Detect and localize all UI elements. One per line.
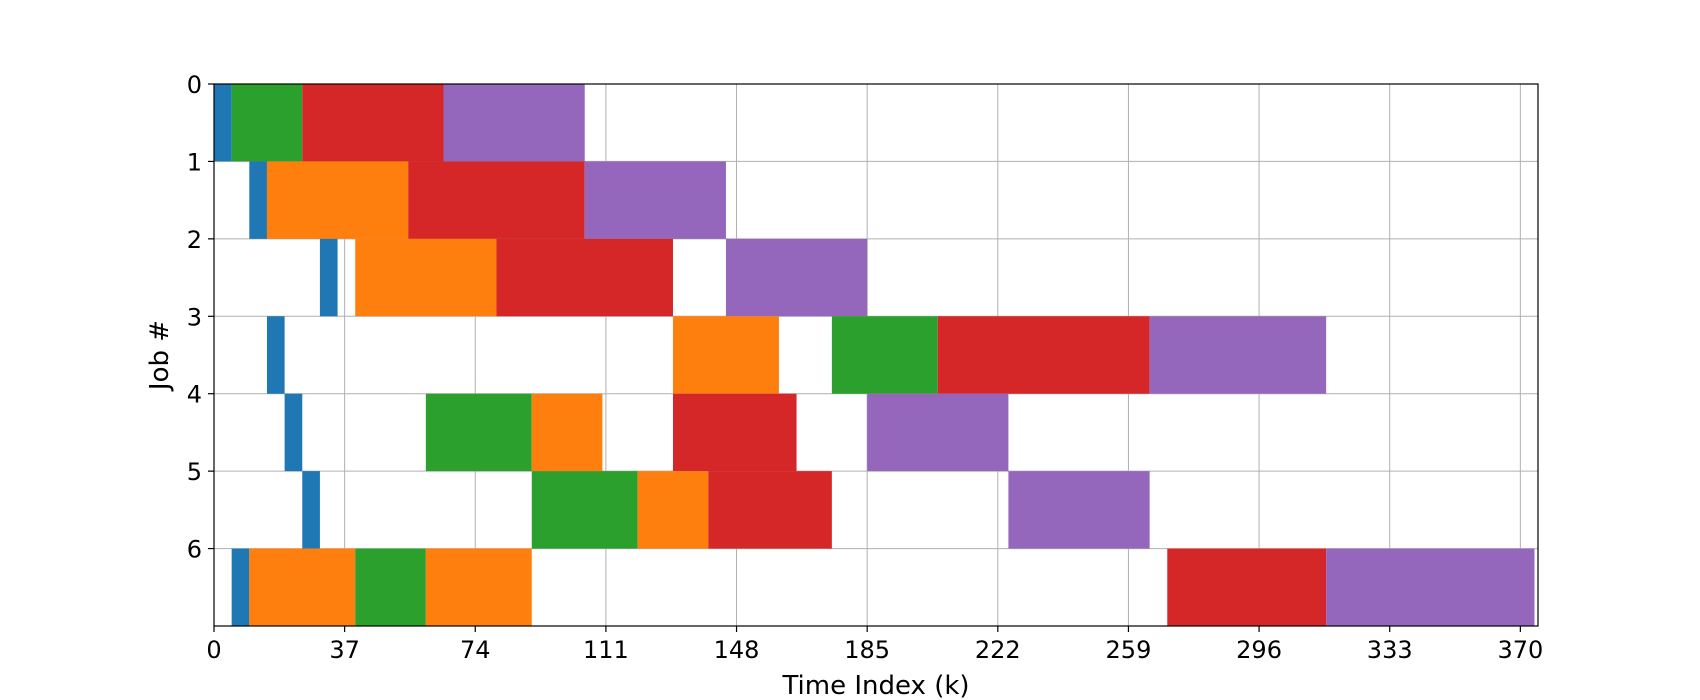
task-bar-job5-0 — [302, 471, 320, 549]
task-bar-job6-1 — [249, 548, 356, 626]
task-bar-job6-3 — [425, 548, 532, 626]
x-tick-label: 333 — [1367, 636, 1413, 664]
task-bar-job3-2 — [831, 316, 938, 394]
task-bar-job0-0 — [214, 84, 232, 162]
bars-layer — [214, 84, 1535, 626]
task-bar-job5-4 — [1008, 471, 1150, 549]
x-tick-label: 222 — [975, 636, 1021, 664]
x-tick-label: 259 — [1106, 636, 1152, 664]
task-bar-job2-2 — [496, 238, 673, 317]
task-bar-job4-0 — [284, 393, 303, 472]
x-tick-label: 370 — [1497, 636, 1543, 664]
task-bar-job6-0 — [231, 548, 250, 626]
task-bar-job2-1 — [355, 238, 497, 317]
task-bar-job0-3 — [443, 84, 585, 162]
y-tick-label: 5 — [187, 458, 202, 486]
x-axis-title: Time Index (k) — [781, 671, 969, 700]
task-bar-job3-1 — [672, 316, 779, 394]
task-bar-job6-5 — [1326, 548, 1535, 626]
task-bar-job2-3 — [725, 238, 868, 317]
x-tick-label: 37 — [329, 636, 360, 664]
x-tick-label: 74 — [460, 636, 491, 664]
y-axis: 0 1 2 3 4 5 6 — [187, 71, 214, 564]
x-tick-label: 111 — [583, 636, 629, 664]
x-tick-label: 148 — [714, 636, 760, 664]
task-bar-job6-2 — [355, 548, 426, 626]
task-bar-job5-1 — [531, 471, 638, 549]
y-tick-label: 6 — [187, 536, 202, 564]
y-axis-title: Job # — [145, 320, 175, 392]
task-bar-job3-0 — [266, 316, 285, 394]
task-bar-job0-1 — [231, 84, 303, 162]
task-bar-job2-0 — [319, 238, 338, 317]
x-tick-label: 296 — [1236, 636, 1282, 664]
task-bar-job1-3 — [584, 161, 726, 239]
task-bar-job1-2 — [408, 161, 585, 239]
x-tick-label: 185 — [844, 636, 890, 664]
task-bar-job3-4 — [1149, 316, 1327, 394]
task-bar-job1-0 — [249, 161, 267, 239]
y-tick-label: 2 — [187, 226, 202, 254]
task-bar-job6-4 — [1167, 548, 1327, 626]
task-bar-job3-3 — [937, 316, 1150, 394]
task-bar-job4-3 — [672, 393, 797, 472]
task-bar-job5-3 — [708, 471, 832, 549]
task-bar-job5-2 — [637, 471, 709, 549]
task-bar-job0-2 — [302, 84, 444, 162]
task-bar-job4-2 — [531, 393, 603, 472]
y-tick-label: 4 — [187, 381, 202, 409]
x-tick-label: 0 — [206, 636, 221, 664]
y-tick-label: 3 — [187, 303, 202, 331]
task-bar-job4-4 — [867, 393, 1009, 472]
y-tick-label: 0 — [187, 71, 202, 99]
task-bar-job1-1 — [266, 161, 409, 239]
plot-frame — [213, 83, 1539, 627]
x-axis: 0 37 74 111 148 185 222 259 296 333 370 — [206, 626, 1543, 664]
y-tick-label: 1 — [187, 148, 202, 176]
task-bar-job4-1 — [425, 393, 532, 472]
